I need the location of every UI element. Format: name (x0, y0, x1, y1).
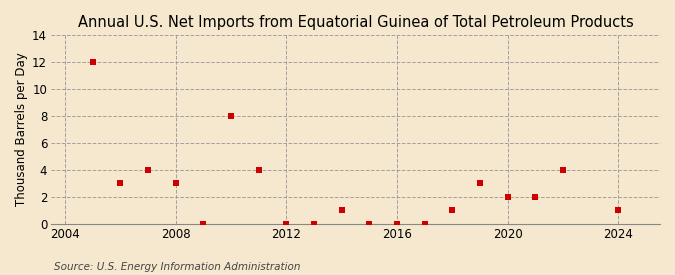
Point (336, 208, 347, 212)
Point (530, 194, 541, 199)
Title: Annual U.S. Net Imports from Equatorial Guinea of Total Petroleum Products: Annual U.S. Net Imports from Equatorial … (78, 15, 634, 30)
Point (613, 208, 624, 212)
Text: Source: U.S. Energy Information Administration: Source: U.S. Energy Information Administ… (54, 262, 300, 272)
Point (502, 194, 513, 199)
Point (308, 221, 319, 226)
Point (392, 221, 402, 226)
Point (475, 181, 485, 185)
Point (419, 221, 430, 226)
Point (281, 221, 292, 226)
Point (253, 167, 264, 172)
Point (88, 60, 99, 64)
Point (558, 167, 568, 172)
Y-axis label: Thousand Barrels per Day: Thousand Barrels per Day (15, 53, 28, 206)
Point (115, 181, 126, 185)
Point (447, 208, 458, 212)
Point (143, 167, 154, 172)
Point (198, 221, 209, 226)
Point (225, 114, 236, 118)
Point (364, 221, 375, 226)
Point (170, 181, 181, 185)
